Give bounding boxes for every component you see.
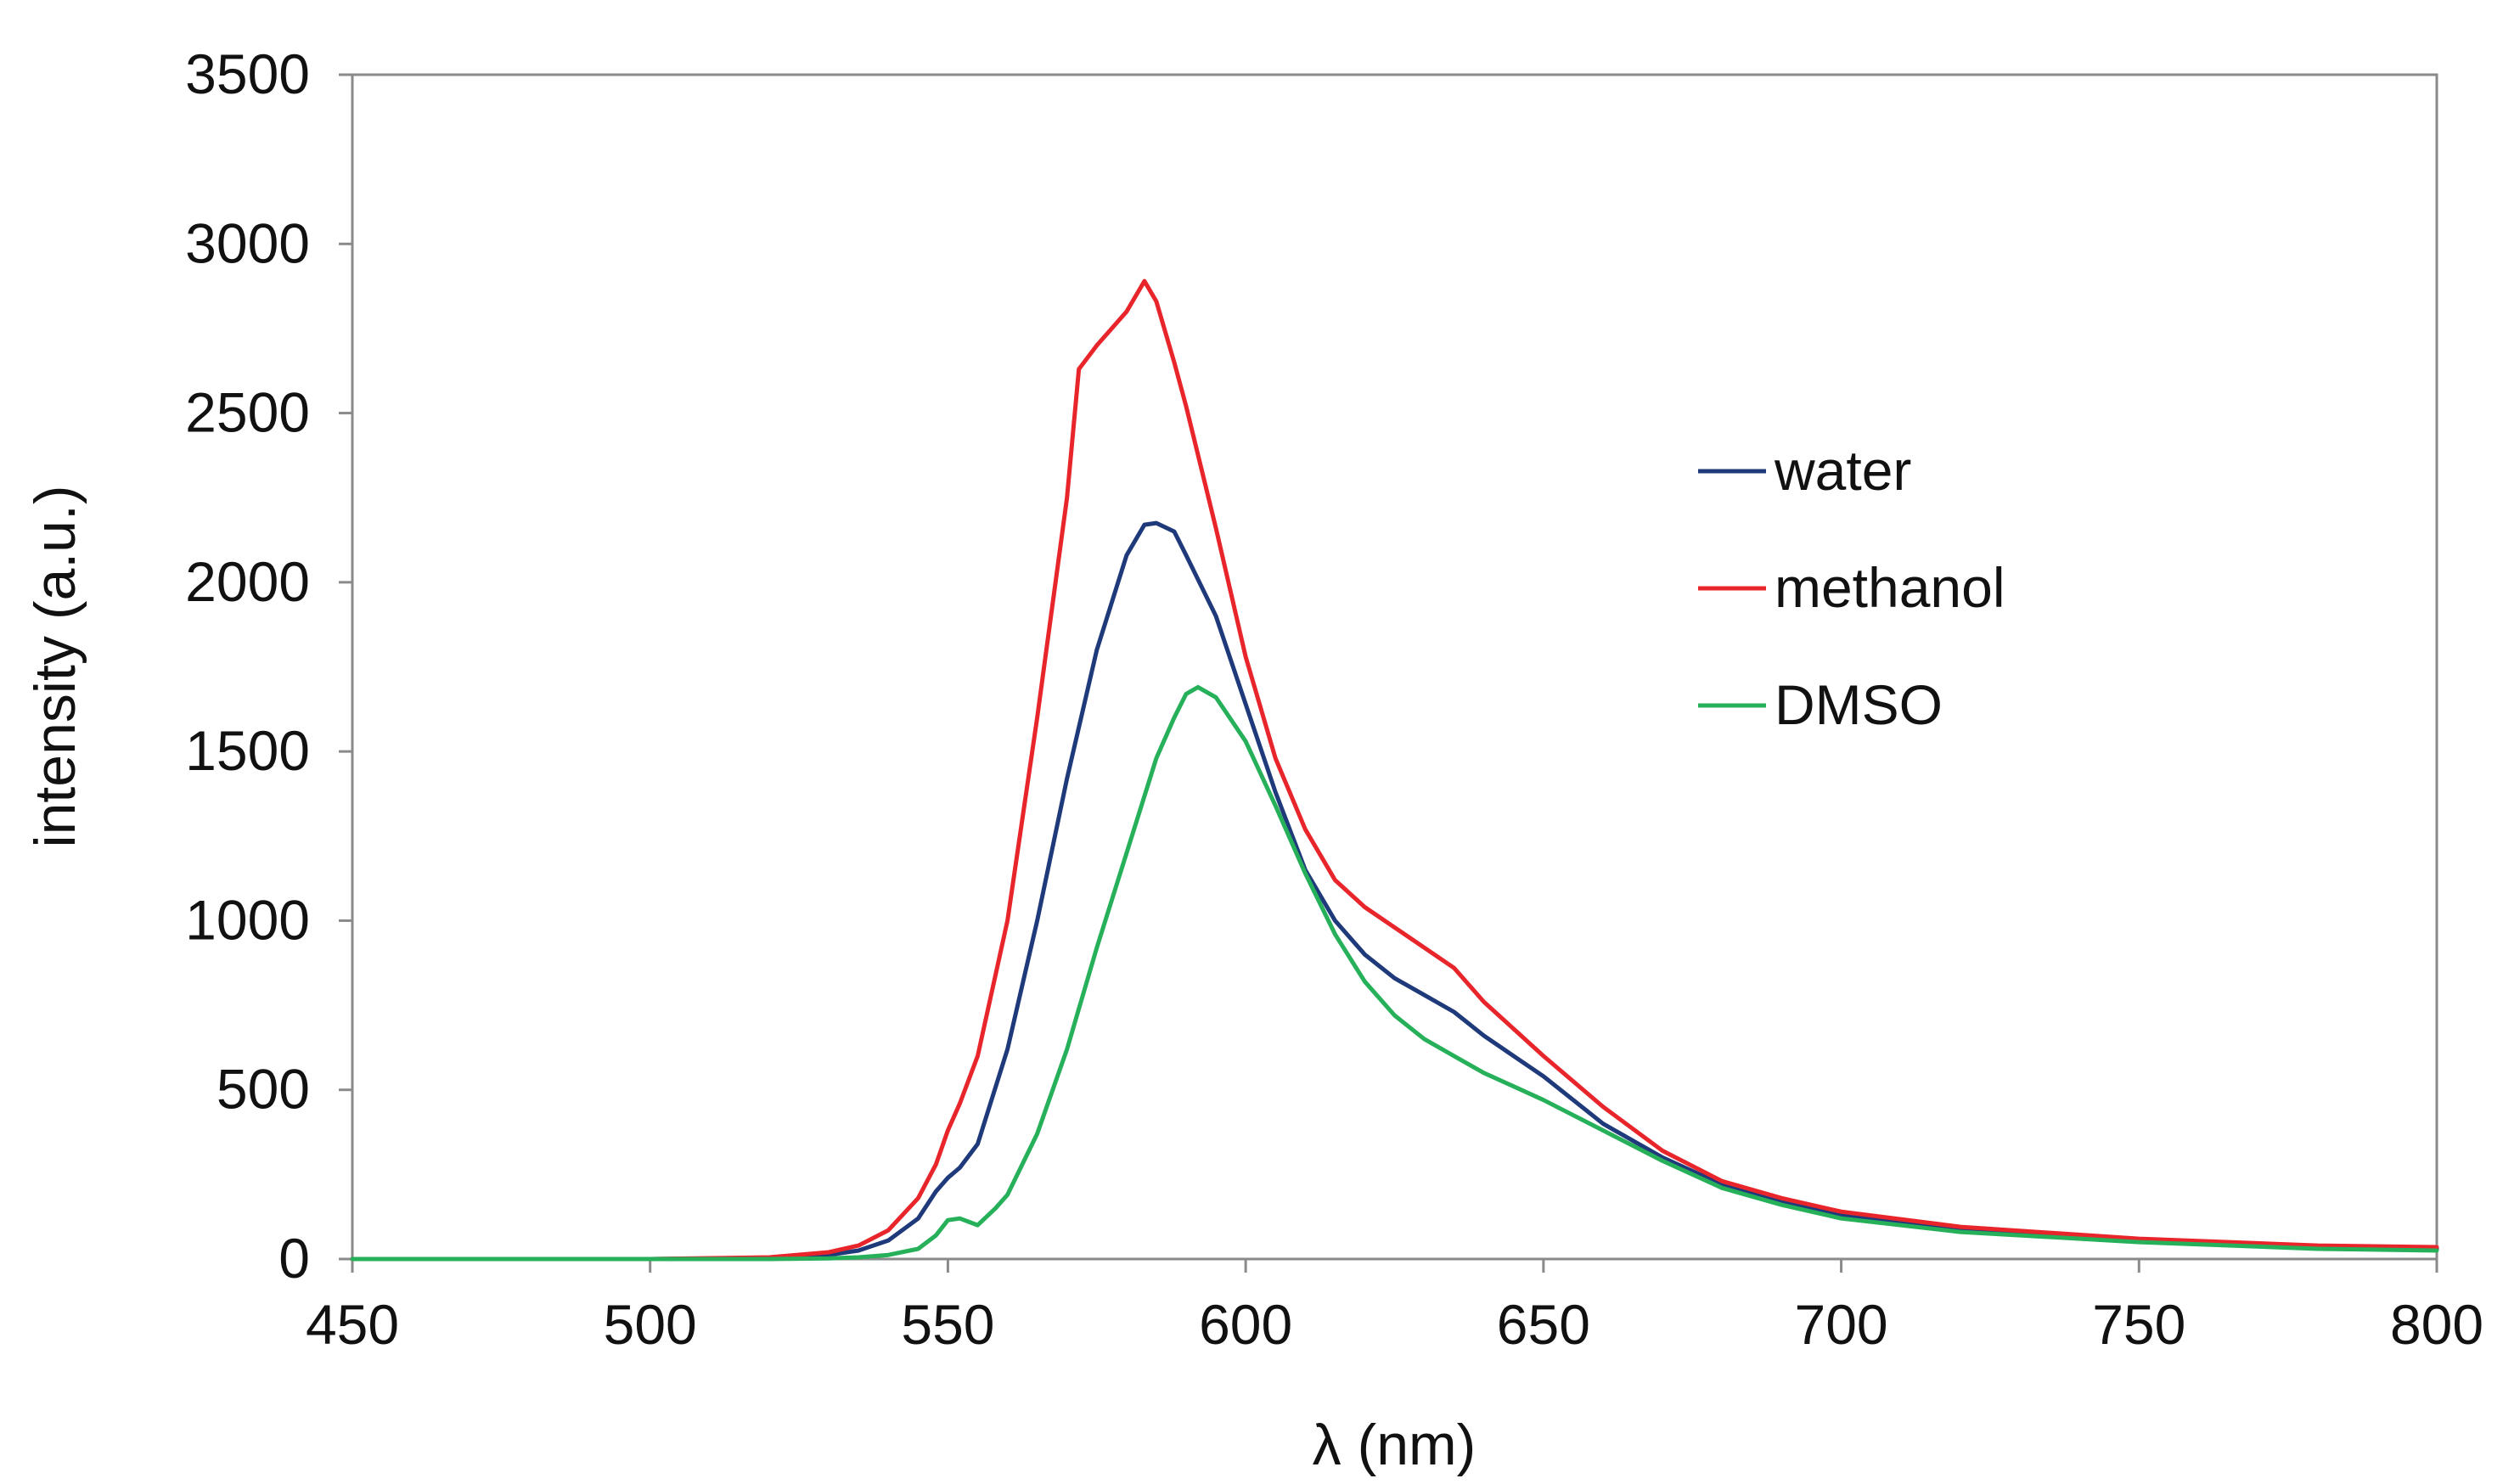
x-tick-label: 600	[1199, 1293, 1292, 1356]
y-axis-ticks: 0 500 1000 1500 2000 2500 3000 3500	[185, 42, 352, 1290]
x-axis-title: λ (nm)	[1313, 1413, 1476, 1477]
y-tick-label: 2500	[185, 381, 310, 444]
series-lines	[350, 278, 2439, 1262]
y-tick-label: 1500	[185, 719, 310, 782]
series-line-water	[350, 520, 2439, 1262]
y-axis-title: intensity (a.u.)	[23, 485, 87, 847]
y-tick-label: 1000	[185, 888, 310, 951]
x-tick-label: 700	[1795, 1293, 1888, 1356]
x-axis-ticks: 450 500 550 600 650 700 750 800	[306, 1259, 2483, 1356]
x-tick-label: 450	[306, 1293, 399, 1356]
x-tick-label: 500	[604, 1293, 697, 1356]
y-tick-label: 0	[278, 1227, 310, 1290]
legend-label-water: water	[1774, 439, 1911, 502]
x-tick-label: 550	[901, 1293, 994, 1356]
y-tick-label: 3000	[185, 211, 310, 274]
y-tick-label: 2000	[185, 550, 310, 613]
x-tick-label: 800	[2390, 1293, 2483, 1356]
x-tick-label: 750	[2092, 1293, 2185, 1356]
legend-label-methanol: methanol	[1775, 556, 2005, 619]
y-tick-label: 3500	[185, 42, 310, 105]
legend-label-dmso: DMSO	[1775, 673, 1943, 736]
legend: water methanol DMSO	[1698, 439, 2005, 736]
plot-frame	[351, 73, 2438, 1261]
series-line-dmso	[350, 684, 2439, 1262]
x-tick-label: 650	[1497, 1293, 1590, 1356]
y-tick-label: 500	[217, 1058, 310, 1121]
series-line-methanol	[350, 278, 2439, 1262]
